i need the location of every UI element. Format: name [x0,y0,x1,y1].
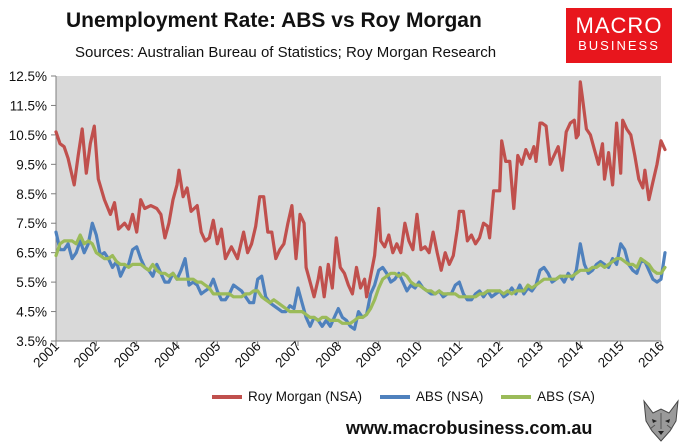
y-tick-label: 4.5% [16,305,47,320]
y-tick-label: 6.5% [16,246,47,261]
legend-swatch-abs-sa [501,395,532,400]
y-tick-label: 10.5% [9,128,47,143]
legend-swatch-abs-nsa [379,395,410,400]
y-tick-label: 8.5% [16,187,47,202]
legend-swatch-roy-morgan [212,395,242,400]
x-tick-label: 2013 [514,339,546,371]
y-tick-label: 7.5% [16,216,47,231]
series-line-abs-sa [54,233,667,325]
x-tick-label: 2014 [555,338,587,370]
series-line-roy-morgan-nsa [54,80,667,299]
y-tick-label: 5.5% [16,275,47,290]
x-tick-label: 2006 [232,339,264,371]
y-tick-label: 11.5% [10,98,47,113]
x-tick-label: 2008 [313,339,345,371]
x-tick-label: 2016 [635,339,667,371]
x-tick-label: 2007 [272,339,304,371]
logo-line-1: MACRO [575,13,663,38]
x-tick-label: 2009 [353,339,385,371]
legend-item-roy-morgan: Roy Morgan (NSA) [212,389,362,404]
x-tick-label: 2003 [111,339,143,371]
chart-title: Unemployment Rate: ABS vs Roy Morgan [66,9,482,32]
x-tick-label: 2010 [393,339,425,371]
wolf-head-icon [636,395,686,445]
x-tick-label: 2012 [474,339,506,371]
x-tick-label: 2015 [595,339,627,371]
x-tick-label: 2005 [192,339,224,371]
legend-label-roy-morgan: Roy Morgan (NSA) [248,389,363,404]
chart-subtitle: Sources: Australian Bureau of Statistics… [75,44,497,61]
y-tick-label: 9.5% [16,157,47,172]
legend-label-abs-nsa: ABS (NSA) [415,389,484,404]
legend-item-abs-nsa: ABS (NSA) [379,389,484,404]
y-tick-label: 3.5% [16,334,47,349]
macro-business-logo: MACRO BUSINESS [566,8,672,63]
x-tick-label: 2002 [71,339,103,371]
x-tick-label: 2011 [434,339,465,370]
legend: Roy Morgan (NSA) ABS (NSA) ABS (SA) [212,389,609,404]
legend-item-abs-sa: ABS (SA) [501,389,595,404]
series-line-abs-nsa [54,221,667,331]
website-url: www.macrobusiness.com.au [346,418,593,438]
x-tick-label: 2004 [151,338,183,370]
legend-label-abs-sa: ABS (SA) [537,389,595,404]
logo-line-2: BUSINESS [578,38,660,53]
y-tick-label: 12.5% [9,69,47,84]
